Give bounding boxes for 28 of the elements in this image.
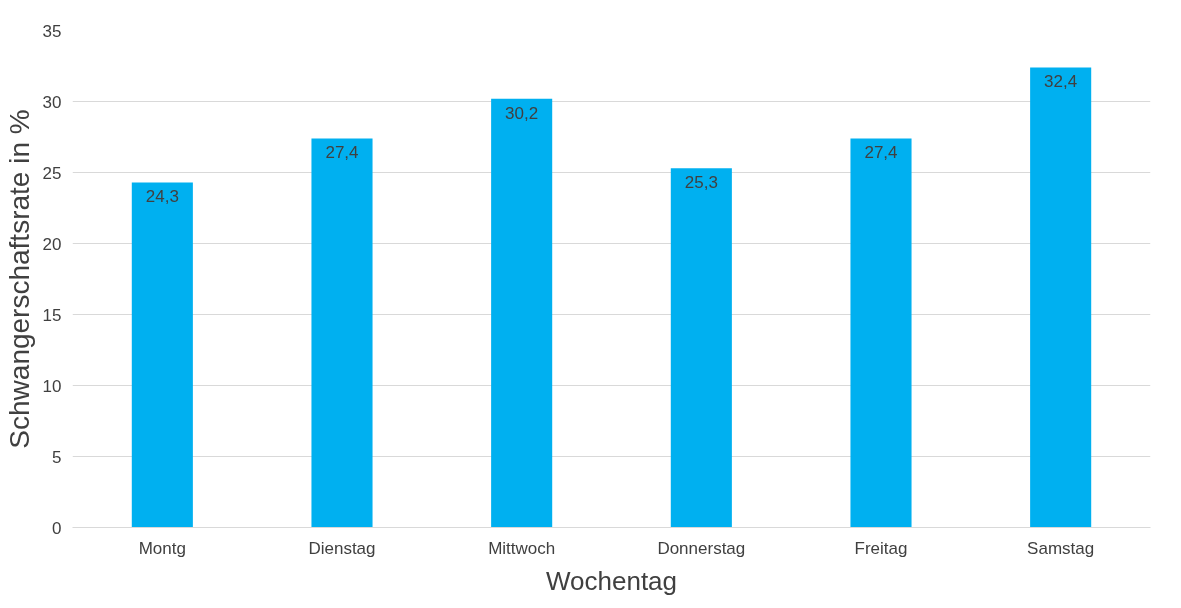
x-tick-label: Montg: [138, 538, 186, 558]
y-axis-title: Schwangerschaftsrate in %: [3, 109, 35, 449]
bar: [311, 138, 373, 528]
bar: [850, 138, 912, 528]
data-label: 27,4: [325, 143, 359, 163]
data-label: 27,4: [864, 143, 898, 163]
data-label: 30,2: [505, 103, 539, 123]
y-tick-label: 0: [52, 518, 62, 538]
y-tick-label: 25: [42, 163, 62, 183]
y-tick-label: 5: [52, 447, 62, 467]
x-tick-label: Mittwoch: [488, 538, 556, 558]
x-tick-label: Donnerstag: [657, 538, 746, 558]
bar: [491, 98, 553, 528]
x-tick-label: Freitag: [854, 538, 908, 558]
x-axis-title: Wochentag: [545, 565, 678, 596]
data-label: 32,4: [1044, 72, 1078, 92]
y-tick-label: 20: [42, 234, 62, 254]
data-label: 25,3: [684, 173, 718, 193]
y-tick-label: 30: [42, 92, 62, 112]
x-tick-label: Samstag: [1027, 538, 1095, 558]
y-tick-label: 15: [42, 305, 62, 325]
bar: [1030, 67, 1092, 528]
y-tick-label: 35: [42, 21, 62, 41]
data-label: 24,3: [145, 187, 179, 207]
bar: [670, 168, 732, 528]
x-tick-label: Dienstag: [308, 538, 376, 558]
y-tick-label: 10: [42, 376, 62, 396]
bar: [131, 182, 193, 528]
